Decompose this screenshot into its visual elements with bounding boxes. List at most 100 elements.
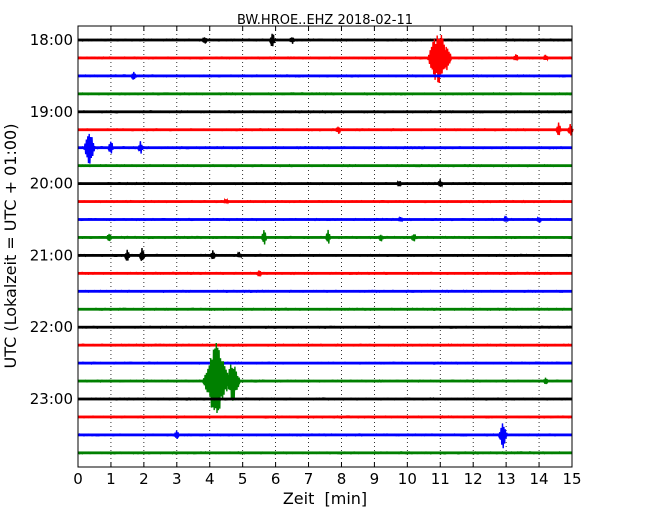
- x-tick-label: 1: [106, 470, 116, 488]
- trace-noise: [77, 109, 572, 114]
- seismic-event: [535, 215, 543, 223]
- trace-noise: [77, 307, 572, 312]
- trace-row: [77, 91, 572, 96]
- seismic-event: [268, 33, 276, 47]
- x-tick-label: 13: [497, 470, 516, 488]
- x-tick-label: 0: [73, 470, 83, 488]
- trace-row: [77, 343, 572, 348]
- trace-row: [77, 33, 572, 47]
- seismic-event: [130, 71, 138, 80]
- traces: [77, 33, 574, 455]
- trace-row: [77, 361, 572, 365]
- trace-row: [77, 423, 572, 449]
- trace-row: [77, 34, 572, 84]
- trace-noise: [77, 145, 572, 150]
- seismic-event: [107, 141, 115, 154]
- seismic-event: [138, 248, 146, 261]
- seismic-event: [436, 179, 444, 188]
- seismic-event: [377, 234, 385, 242]
- x-tick-label: 9: [370, 470, 380, 488]
- seismic-event: [201, 37, 209, 44]
- y-tick-label: 20:00: [30, 175, 73, 193]
- trace-row: [77, 307, 572, 312]
- y-tick-label: 19:00: [30, 103, 73, 121]
- x-tick-label: 11: [431, 470, 450, 488]
- trace-row: [77, 163, 572, 168]
- x-tick-label: 6: [271, 470, 281, 488]
- trace-baseline: [78, 38, 572, 42]
- seismic-event: [324, 229, 332, 244]
- trace-noise: [77, 361, 572, 365]
- trace-baseline: [78, 397, 572, 401]
- trace-baseline: [78, 110, 572, 114]
- seismic-event: [173, 430, 181, 439]
- y-tick-label: 23:00: [30, 390, 73, 408]
- y-tick-label: 18:00: [30, 31, 73, 49]
- trace-noise: [77, 91, 572, 96]
- seismic-event: [255, 270, 263, 278]
- x-tick-label: 4: [205, 470, 215, 488]
- trace-row: [77, 197, 572, 205]
- y-axis-label: UTC (Lokalzeit = UTC + 01:00): [1, 124, 20, 369]
- trace-row: [77, 342, 572, 414]
- trace-noise: [77, 271, 572, 276]
- seismic-event: [105, 233, 113, 242]
- x-tick-label: 10: [398, 470, 417, 488]
- seismic-event: [82, 133, 96, 164]
- trace-row: [77, 450, 572, 455]
- trace-row: [77, 325, 572, 330]
- seismic-event: [288, 37, 296, 44]
- seismic-event: [555, 122, 563, 136]
- y-tick-label: 22:00: [30, 318, 73, 336]
- x-tick-label: 3: [172, 470, 182, 488]
- seismic-event: [441, 46, 453, 71]
- x-tick-label: 5: [238, 470, 248, 488]
- trace-baseline: [78, 361, 572, 365]
- seismic-event: [542, 54, 549, 62]
- trace-baseline: [78, 128, 572, 132]
- trace-baseline: [78, 325, 572, 329]
- trace-row: [77, 397, 572, 401]
- trace-noise: [77, 253, 572, 258]
- seismic-event: [235, 251, 243, 259]
- x-tick-label: 12: [464, 470, 483, 488]
- trace-row: [77, 248, 572, 261]
- seismic-event: [123, 249, 131, 261]
- trace-noise: [77, 217, 572, 222]
- seismic-event: [209, 250, 217, 260]
- y-tick-label: 21:00: [30, 246, 73, 264]
- trace-row: [77, 229, 572, 245]
- trace-row: [77, 109, 572, 114]
- seismic-event: [224, 364, 242, 401]
- trace-row: [77, 270, 572, 278]
- trace-noise: [77, 343, 572, 348]
- trace-noise: [77, 414, 572, 419]
- trace-baseline: [78, 271, 572, 275]
- x-tick-label: 2: [139, 470, 149, 488]
- ticks: 0 1 2 3 4 5 6 7 8 9 10 11 12 13 14 1518:0019:0020:0021:…: [30, 26, 582, 488]
- seismic-event: [136, 141, 144, 154]
- seismic-event: [397, 215, 404, 223]
- trace-row: [77, 179, 572, 188]
- seismic-event: [395, 180, 403, 187]
- trace-noise: [77, 397, 572, 401]
- trace-noise: [77, 38, 572, 42]
- trace-row: [77, 215, 572, 223]
- trace-noise: [77, 379, 572, 383]
- plot-frame: [77, 25, 573, 468]
- seismic-event: [512, 54, 520, 62]
- x-axis-label: Zeit [min]: [283, 489, 367, 508]
- seismic-event: [334, 126, 342, 134]
- trace-noise: [77, 163, 572, 168]
- chart-title: BW.HROE..EHZ 2018-02-11: [237, 13, 413, 28]
- trace-noise: [77, 55, 572, 60]
- trace-noise: [77, 199, 572, 204]
- trace-noise: [77, 450, 572, 455]
- trace-noise: [77, 289, 572, 294]
- trace-noise: [77, 432, 572, 437]
- seismic-event: [410, 234, 418, 242]
- seismic-event: [497, 423, 509, 449]
- trace-noise: [77, 181, 572, 186]
- trace-noise: [77, 325, 572, 330]
